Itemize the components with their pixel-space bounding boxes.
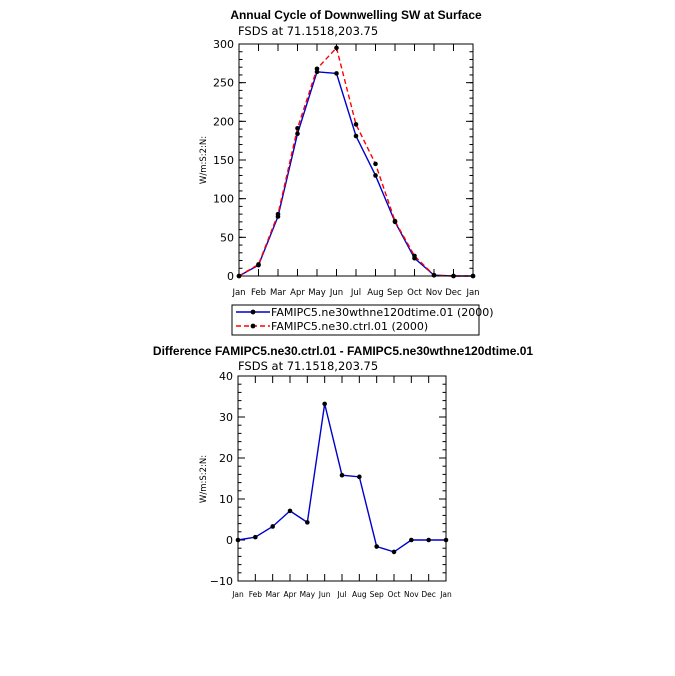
y-axis-label: W/m:S:2:N: bbox=[199, 455, 209, 503]
x-tick-label: Apr bbox=[290, 288, 305, 298]
x-tick-label: Oct bbox=[407, 288, 422, 298]
x-tick-label: Dec bbox=[421, 590, 436, 599]
data-point bbox=[409, 537, 414, 543]
y-tick-label: 0 bbox=[227, 270, 234, 283]
y-tick-label: 150 bbox=[213, 154, 234, 167]
series-line-1 bbox=[238, 71, 473, 277]
data-point bbox=[373, 173, 378, 178]
chart-subtitle: FSDS at 71.1518,203.75 bbox=[238, 24, 378, 38]
data-point bbox=[314, 66, 320, 72]
legend: FAMIPC5.ne30wthne120dtime.01 (2000) FAMI… bbox=[231, 304, 494, 336]
data-point bbox=[256, 262, 261, 267]
y-tick-label: 50 bbox=[220, 231, 234, 244]
x-tick-label: Jun bbox=[318, 590, 331, 599]
annual-cycle-chart: Annual Cycle of Downwelling SW at Surfac… bbox=[199, 8, 494, 336]
data-point bbox=[426, 537, 431, 543]
x-tick-label: Feb bbox=[251, 288, 266, 298]
data-point bbox=[334, 45, 339, 51]
data-point bbox=[305, 520, 310, 525]
x-tick-label: Apr bbox=[284, 590, 298, 599]
x-tick-label: Jan bbox=[231, 590, 244, 599]
x-tick-label: Jan bbox=[231, 288, 245, 298]
y-tick-label: 200 bbox=[213, 115, 234, 128]
legend-box bbox=[231, 304, 480, 336]
x-tick-label: Jan bbox=[439, 590, 452, 599]
x-tick-label: Mar bbox=[270, 288, 287, 298]
data-point bbox=[270, 524, 275, 529]
legend-marker-series-1 bbox=[250, 309, 256, 315]
y-tick-label: −10 bbox=[210, 575, 233, 588]
x-tick-label: Nov bbox=[404, 590, 419, 599]
series-line-2 bbox=[238, 46, 473, 277]
data-point bbox=[412, 253, 417, 259]
data-point bbox=[392, 218, 398, 224]
y-tick-label: 300 bbox=[213, 38, 234, 51]
chart-title: Annual Cycle of Downwelling SW at Surfac… bbox=[230, 8, 482, 22]
data-point bbox=[357, 474, 362, 480]
legend-label-series-2: FAMIPC5.ne30.ctrl.01 (2000) bbox=[271, 320, 428, 333]
data-point bbox=[391, 549, 397, 555]
data-point bbox=[374, 544, 379, 549]
x-tick-label: Oct bbox=[388, 590, 401, 599]
x-tick-label: Jan bbox=[465, 288, 479, 298]
plot-frame bbox=[238, 43, 474, 277]
x-tick-label: Jun bbox=[329, 288, 343, 298]
x-tick-label: May bbox=[300, 590, 316, 599]
x-tick-label: Sep bbox=[387, 288, 403, 298]
x-tick-label: Sep bbox=[370, 590, 384, 599]
y-tick-label: 100 bbox=[213, 193, 234, 206]
x-tick-label: May bbox=[308, 288, 326, 298]
x-tick-label: Mar bbox=[266, 590, 281, 599]
data-point bbox=[287, 508, 293, 514]
y-tick-label: 20 bbox=[219, 452, 233, 465]
chart-subtitle: FSDS at 71.1518,203.75 bbox=[238, 359, 378, 373]
data-point bbox=[253, 534, 258, 540]
y-axis-label: W/m:S:2:N: bbox=[199, 136, 209, 184]
chart-title: Difference FAMIPC5.ne30.ctrl.01 - FAMIPC… bbox=[153, 344, 533, 358]
data-point bbox=[295, 131, 300, 137]
difference-chart: Difference FAMIPC5.ne30.ctrl.01 - FAMIPC… bbox=[153, 344, 533, 599]
y-tick-label: 40 bbox=[219, 370, 233, 383]
data-point bbox=[353, 133, 359, 139]
legend-label-series-1: FAMIPC5.ne30wthne120dtime.01 (2000) bbox=[271, 306, 494, 319]
x-tick-label: Jul bbox=[350, 288, 361, 298]
plot-frame bbox=[237, 375, 447, 582]
data-point bbox=[275, 211, 281, 217]
y-tick-label: 10 bbox=[219, 493, 233, 506]
data-point bbox=[295, 125, 300, 131]
x-tick-label: Feb bbox=[249, 590, 263, 599]
x-tick-label: Dec bbox=[445, 288, 462, 298]
legend-marker-series-2 bbox=[250, 323, 256, 329]
x-tick-label: Nov bbox=[426, 288, 443, 298]
x-tick-label: Jul bbox=[336, 590, 346, 599]
data-point bbox=[339, 472, 345, 478]
y-tick-label: 30 bbox=[219, 411, 233, 424]
series-line-1 bbox=[237, 403, 446, 553]
x-tick-label: Aug bbox=[352, 590, 367, 599]
data-point bbox=[353, 122, 359, 127]
data-point bbox=[322, 401, 327, 407]
data-point bbox=[373, 161, 378, 167]
data-point bbox=[431, 272, 437, 278]
data-point bbox=[334, 71, 339, 76]
y-tick-label: 0 bbox=[226, 534, 233, 547]
y-tick-label: 250 bbox=[213, 77, 234, 90]
x-tick-label: Aug bbox=[367, 288, 384, 298]
